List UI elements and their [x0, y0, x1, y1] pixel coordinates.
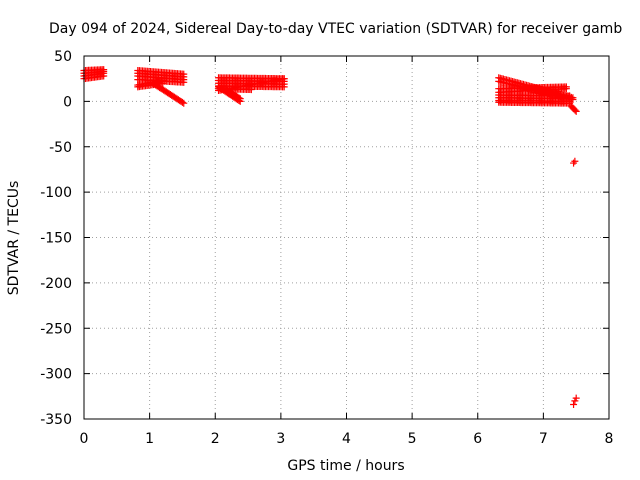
data-point: [159, 79, 167, 87]
x-tick-label: 5: [408, 431, 417, 447]
axis-layer: 0 1 2 3 4 5 6 7 8 50 0 -50 -100 -150 -200 -250 -300 -350: [40, 49, 613, 447]
data-point: [100, 72, 108, 80]
x-tick-label: 3: [276, 431, 285, 447]
y-tick-label: -50: [49, 140, 72, 156]
data-point: [570, 159, 578, 167]
y-tick-label: -250: [40, 321, 72, 337]
data-point: [562, 85, 570, 93]
data-point: [570, 400, 578, 408]
y-tick-label: -200: [40, 276, 72, 292]
y-tick-label: -100: [40, 185, 72, 201]
x-tick-label: 7: [539, 431, 548, 447]
grid-layer: [84, 56, 609, 419]
chart-title: Day 094 of 2024, Sidereal Day-to-day VTE…: [49, 21, 622, 37]
y-tick-label: 50: [54, 49, 72, 65]
data-point: [236, 95, 244, 103]
data-point: [180, 99, 188, 107]
x-tick-label: 4: [342, 431, 351, 447]
data-point: [571, 106, 579, 114]
x-tick-label: 2: [211, 431, 220, 447]
data-point: [280, 75, 288, 83]
data-layer: [80, 66, 580, 408]
y-tick-label: 0: [63, 94, 72, 110]
y-tick-label: -350: [40, 412, 72, 428]
data-point: [571, 157, 579, 165]
data-point: [280, 83, 288, 91]
data-point: [235, 94, 243, 102]
x-axis-label: GPS time / hours: [287, 458, 404, 474]
x-tick-label: 1: [145, 431, 154, 447]
data-point: [571, 397, 579, 405]
data-point: [572, 107, 580, 115]
x-tick-label: 8: [605, 431, 614, 447]
data-point: [178, 98, 186, 106]
y-tick-label: -300: [40, 367, 72, 383]
x-tick-label: 0: [80, 431, 89, 447]
y-axis-label: SDTVAR / TECUs: [6, 181, 22, 296]
y-tick-label: -150: [40, 231, 72, 247]
x-tick-label: 6: [473, 431, 482, 447]
data-point: [180, 78, 188, 86]
